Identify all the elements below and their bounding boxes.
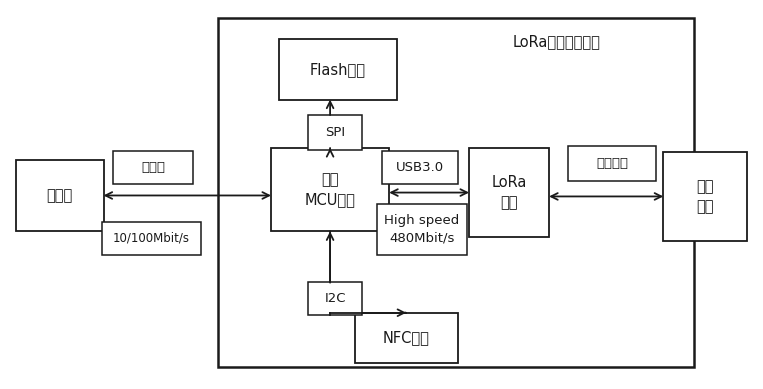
Bar	[469, 148, 549, 237]
Text: High speed
480Mbit/s: High speed 480Mbit/s	[385, 214, 459, 244]
Bar	[271, 148, 389, 231]
Text: 10/100Mbit/s: 10/100Mbit/s	[113, 231, 190, 245]
Text: 主控
MCU芯片: 主控 MCU芯片	[304, 172, 356, 207]
Bar	[307, 115, 362, 150]
Text: SPI: SPI	[325, 126, 345, 139]
Text: 远程
主站: 远程 主站	[697, 179, 714, 214]
Bar	[382, 151, 458, 184]
Text: USB3.0: USB3.0	[395, 161, 443, 173]
Bar	[217, 18, 694, 367]
Text: Flash芯片: Flash芯片	[310, 62, 365, 77]
Bar	[663, 152, 747, 241]
Bar	[102, 222, 201, 254]
Bar	[114, 151, 193, 184]
Text: I2C: I2C	[324, 293, 346, 305]
Bar	[568, 146, 655, 181]
Text: LoRa无线通信模块: LoRa无线通信模块	[513, 34, 600, 49]
Text: NFC芯片: NFC芯片	[383, 330, 430, 345]
Bar	[16, 159, 104, 231]
Bar	[377, 204, 467, 254]
Text: 集中器: 集中器	[47, 188, 72, 203]
Bar	[278, 39, 397, 100]
Bar	[355, 313, 458, 363]
Text: 无线网络: 无线网络	[596, 157, 628, 170]
Text: LoRa
芯片: LoRa 芯片	[491, 175, 526, 210]
Bar	[307, 282, 362, 315]
Text: 以太网: 以太网	[141, 161, 166, 173]
